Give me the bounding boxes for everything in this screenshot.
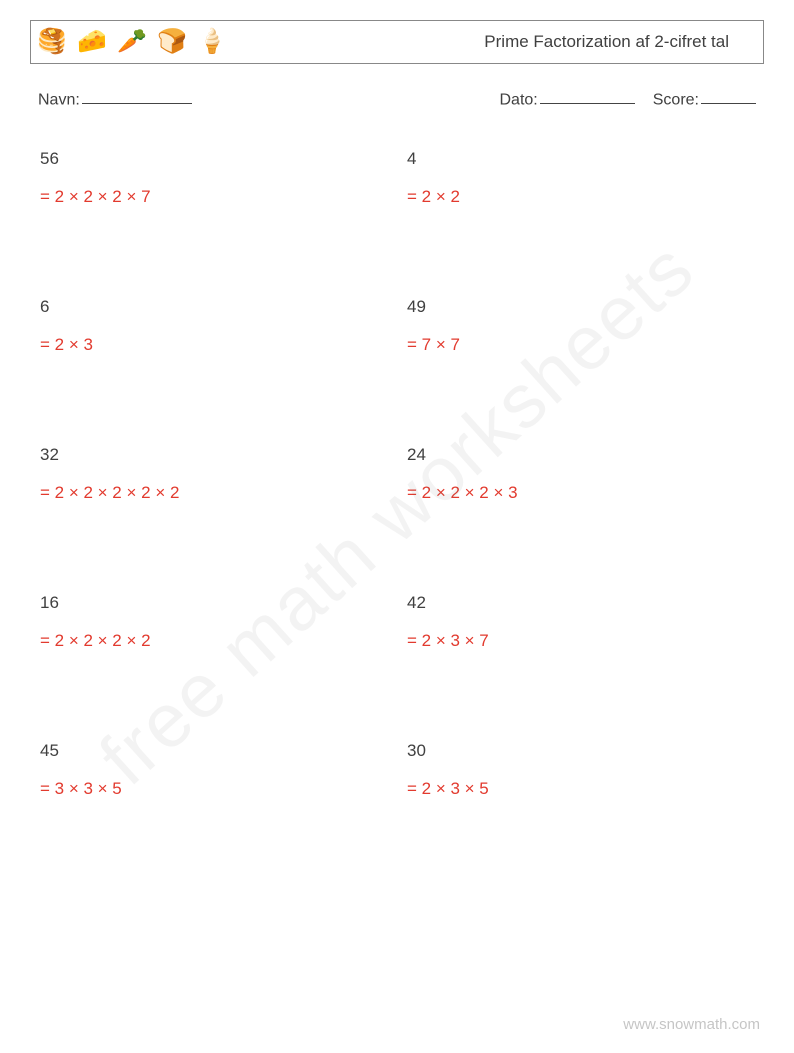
name-blank: [82, 90, 192, 104]
problem-number: 6: [40, 297, 387, 317]
problems-grid: 56 = 2 × 2 × 2 × 7 4 = 2 × 2 6 = 2 × 3 4…: [30, 149, 764, 799]
page-title: Prime Factorization af 2-cifret tal: [484, 32, 753, 52]
problem-cell: 56 = 2 × 2 × 2 × 7: [40, 149, 387, 207]
problem-cell: 4 = 2 × 2: [407, 149, 754, 207]
problem-answer: = 2 × 3 × 5: [407, 779, 754, 799]
date-field: Dato:: [500, 90, 635, 109]
problem-answer: = 2 × 2 × 2 × 2: [40, 631, 387, 651]
problem-cell: 32 = 2 × 2 × 2 × 2 × 2: [40, 445, 387, 503]
score-label: Score:: [653, 91, 699, 108]
problem-cell: 45 = 3 × 3 × 5: [40, 741, 387, 799]
problem-number: 32: [40, 445, 387, 465]
score-field: Score:: [653, 90, 756, 109]
problem-number: 30: [407, 741, 754, 761]
problem-cell: 30 = 2 × 3 × 5: [407, 741, 754, 799]
problem-answer: = 7 × 7: [407, 335, 754, 355]
date-blank: [540, 90, 635, 104]
meta-row: Navn: Dato: Score:: [30, 90, 764, 109]
name-label: Navn:: [38, 91, 80, 108]
problem-cell: 16 = 2 × 2 × 2 × 2: [40, 593, 387, 651]
pancake-icon: 🥞: [37, 27, 67, 57]
problem-answer: = 2 × 2 × 2 × 7: [40, 187, 387, 207]
problem-number: 16: [40, 593, 387, 613]
score-blank: [701, 90, 756, 104]
problem-cell: 49 = 7 × 7: [407, 297, 754, 355]
problem-answer: = 3 × 3 × 5: [40, 779, 387, 799]
problem-answer: = 2 × 2: [407, 187, 754, 207]
problem-number: 49: [407, 297, 754, 317]
problem-cell: 6 = 2 × 3: [40, 297, 387, 355]
problem-answer: = 2 × 2 × 2 × 2 × 2: [40, 483, 387, 503]
problem-answer: = 2 × 3: [40, 335, 387, 355]
bread-icon: 🍞: [157, 27, 187, 57]
cheese-icon: 🧀: [77, 27, 107, 57]
problem-number: 45: [40, 741, 387, 761]
problem-number: 4: [407, 149, 754, 169]
footer-url: www.snowmath.com: [623, 1016, 760, 1033]
problem-cell: 42 = 2 × 3 × 7: [407, 593, 754, 651]
problem-number: 24: [407, 445, 754, 465]
problem-number: 56: [40, 149, 387, 169]
header-box: 🥞 🧀 🥕 🍞 🍦 Prime Factorization af 2-cifre…: [30, 20, 764, 64]
problem-number: 42: [407, 593, 754, 613]
carrot-icon: 🥕: [117, 27, 147, 57]
problem-answer: = 2 × 2 × 2 × 3: [407, 483, 754, 503]
date-label: Dato:: [500, 91, 538, 108]
problem-answer: = 2 × 3 × 7: [407, 631, 754, 651]
icecream-icon: 🍦: [197, 27, 227, 57]
worksheet-page: 🥞 🧀 🥕 🍞 🍦 Prime Factorization af 2-cifre…: [0, 0, 794, 799]
name-field: Navn:: [38, 90, 192, 109]
icon-row: 🥞 🧀 🥕 🍞 🍦: [37, 27, 227, 57]
problem-cell: 24 = 2 × 2 × 2 × 3: [407, 445, 754, 503]
